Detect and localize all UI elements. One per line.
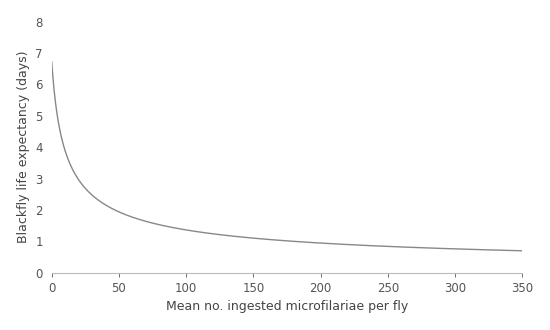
Y-axis label: Blackfly life expectancy (days): Blackfly life expectancy (days) bbox=[16, 51, 30, 244]
X-axis label: Mean no. ingested microfilariae per fly: Mean no. ingested microfilariae per fly bbox=[166, 300, 408, 313]
